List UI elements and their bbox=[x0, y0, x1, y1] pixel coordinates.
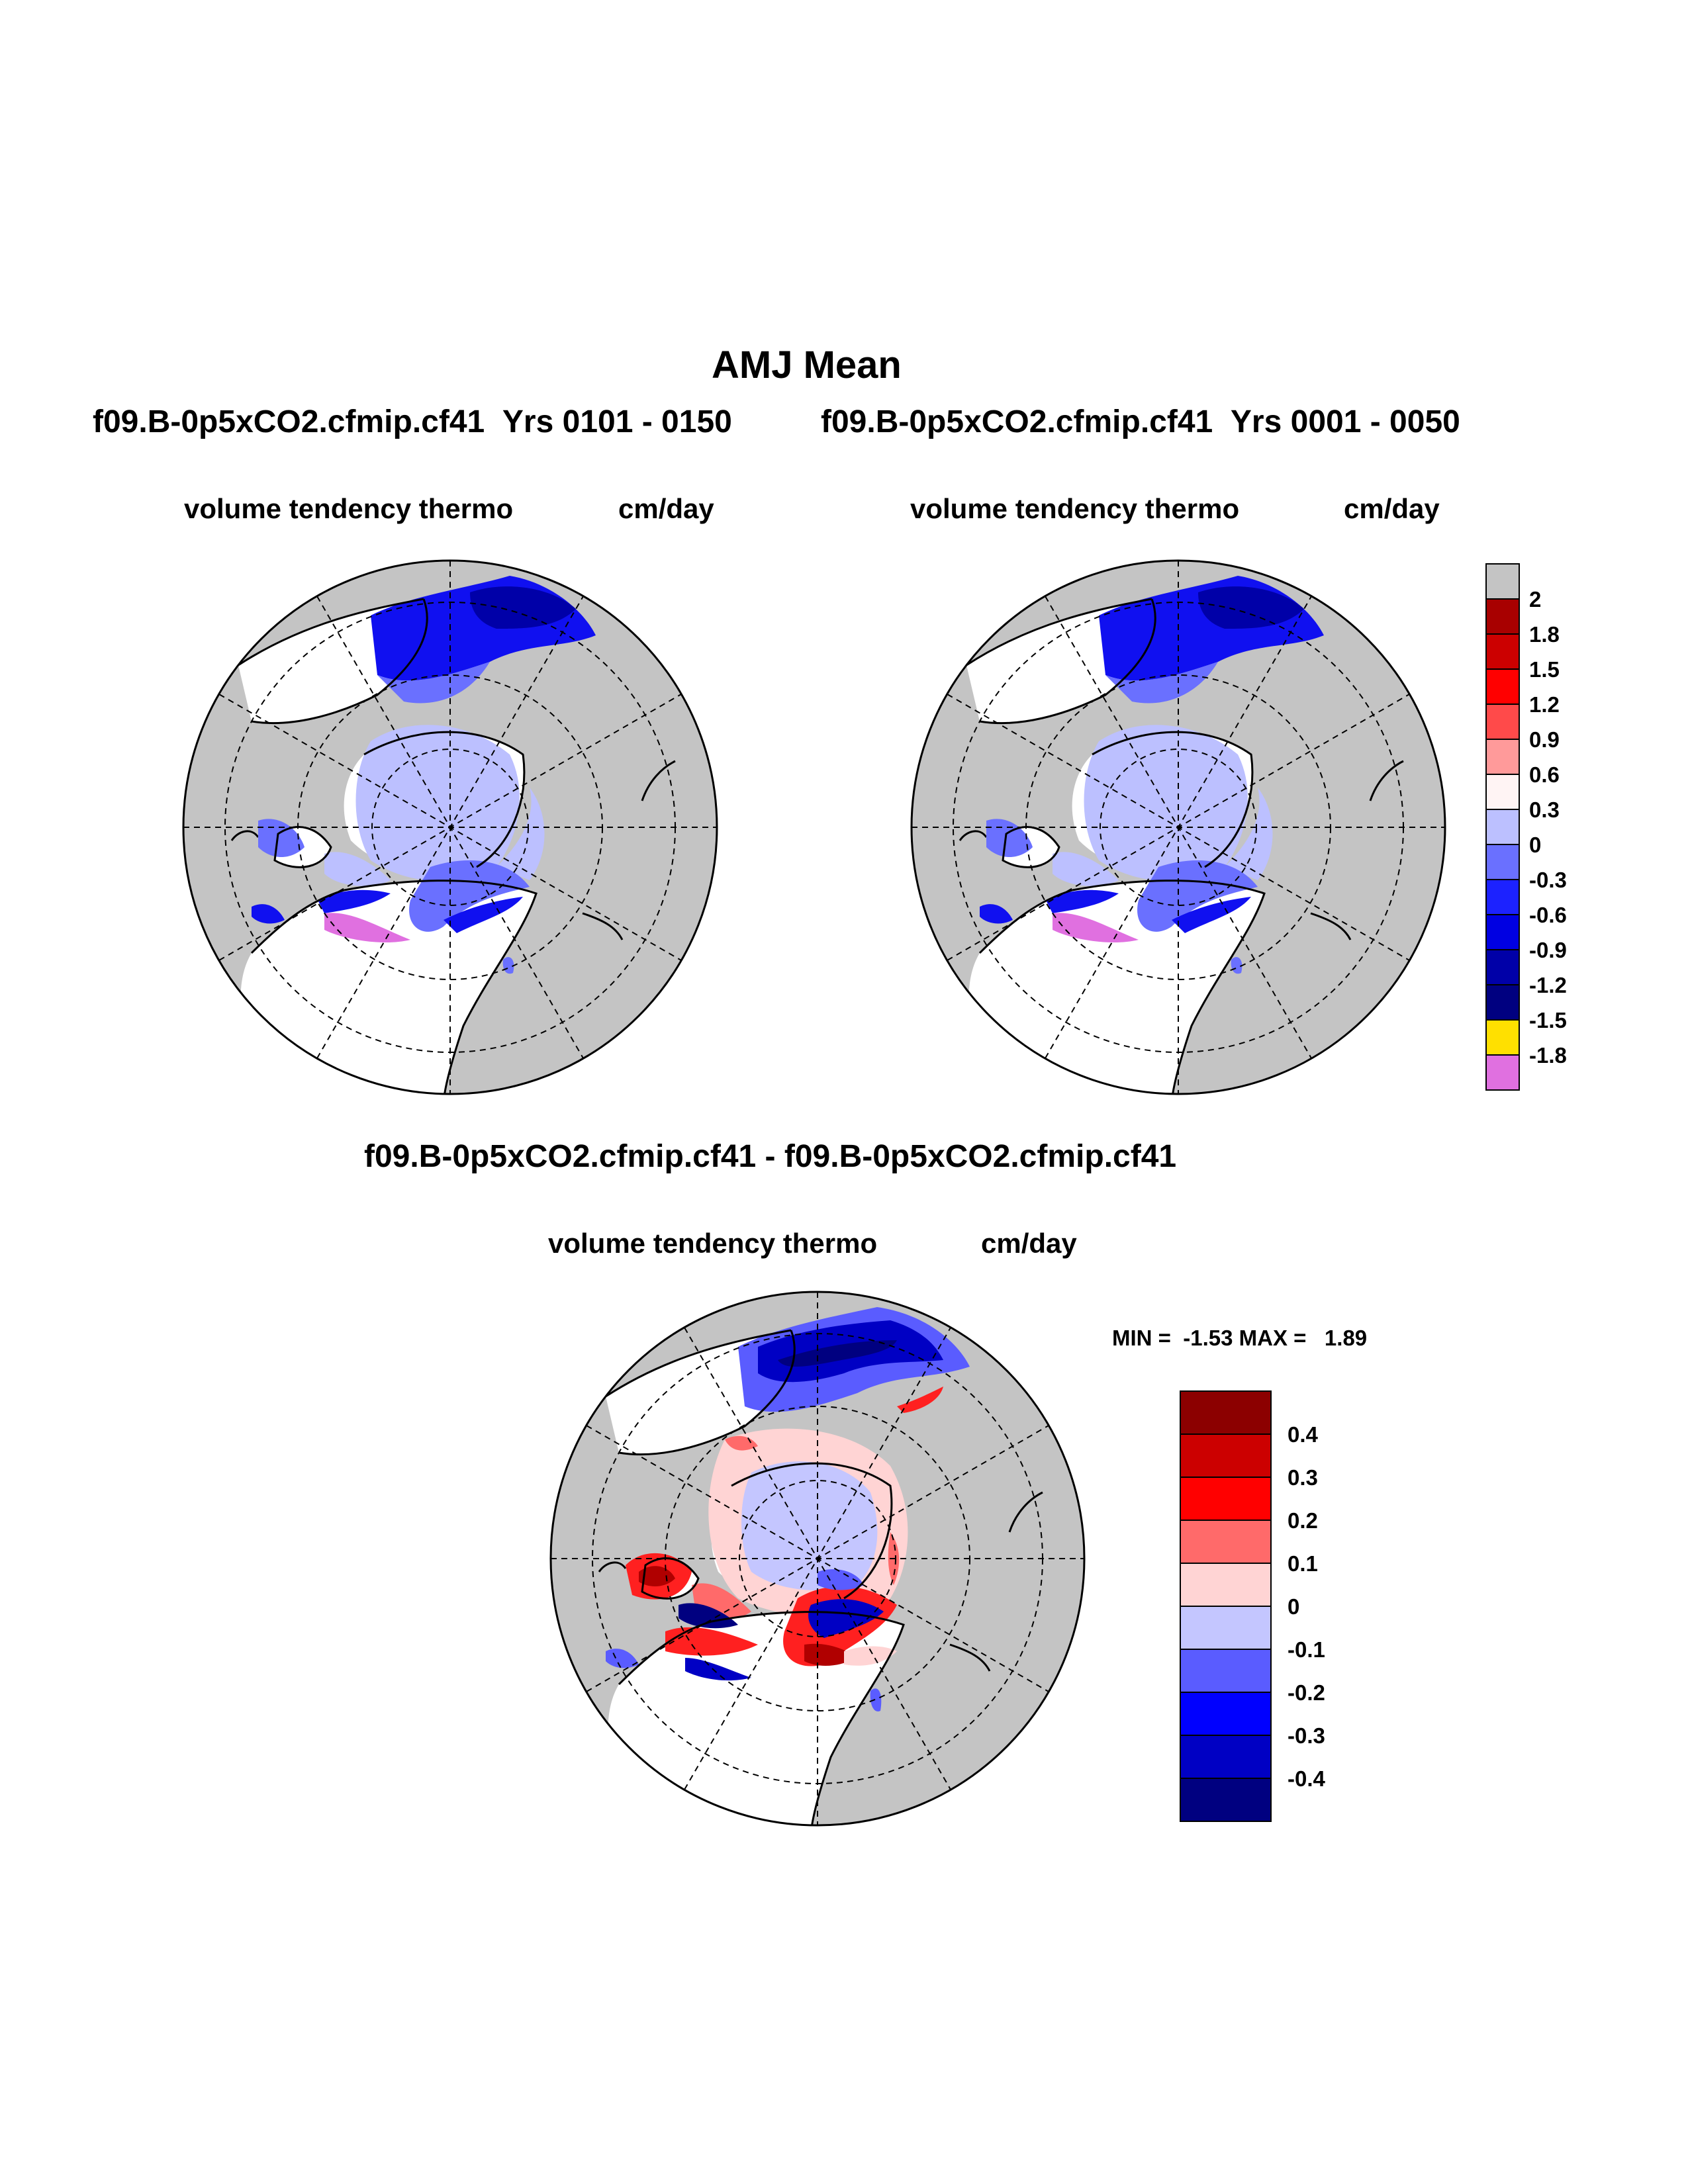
colorbar-top-swatch bbox=[1485, 984, 1520, 1021]
colorbar-top-swatch bbox=[1485, 704, 1520, 740]
colorbar-diff-swatch bbox=[1180, 1520, 1272, 1564]
colorbar-top-swatch bbox=[1485, 844, 1520, 880]
colorbar-top-label: -1.5 bbox=[1529, 1008, 1567, 1032]
colorbar-top-label: 1.2 bbox=[1529, 692, 1560, 717]
colorbar-top-swatch bbox=[1485, 1054, 1520, 1091]
colorbar-diff-label: -0.4 bbox=[1288, 1766, 1326, 1791]
colorbar-top-label: 1.5 bbox=[1529, 657, 1560, 682]
right-panel-variable: volume tendency thermo bbox=[910, 493, 1240, 524]
colorbar-top-swatch bbox=[1485, 879, 1520, 915]
diff-min-max: MIN = -1.53 MAX = 1.89 bbox=[1112, 1326, 1368, 1350]
colorbar-top-swatch bbox=[1485, 668, 1520, 705]
colorbar-top-swatch bbox=[1485, 949, 1520, 985]
diff-panel-units: cm/day bbox=[981, 1228, 1077, 1259]
colorbar-top-label: 2 bbox=[1529, 587, 1541, 612]
colorbar-top-label: -1.8 bbox=[1529, 1043, 1567, 1068]
case-b-title: f09.B-0p5xCO2.cfmip.cf41 Yrs 0001 - 0050 bbox=[821, 404, 1460, 440]
colorbar-top-label: 0.3 bbox=[1529, 797, 1560, 822]
colorbar-diff-swatch bbox=[1180, 1606, 1272, 1650]
colorbar-top-swatch bbox=[1485, 563, 1520, 600]
colorbar-top-label: 0.9 bbox=[1529, 727, 1560, 752]
colorbar-diff-label: 0.3 bbox=[1288, 1465, 1318, 1490]
colorbar-top-label: -0.6 bbox=[1529, 903, 1567, 927]
colorbar-top-swatch bbox=[1485, 914, 1520, 950]
colorbar-top-swatch bbox=[1485, 809, 1520, 845]
colorbar-diff-swatch bbox=[1180, 1649, 1272, 1693]
colorbar-diff-swatch bbox=[1180, 1735, 1272, 1779]
colorbar-diff-label: 0.1 bbox=[1288, 1551, 1318, 1576]
colorbar-diff-swatch bbox=[1180, 1563, 1272, 1607]
case-a-years: Yrs 0101 - 0150 bbox=[502, 404, 732, 439]
colorbar-diff-swatch bbox=[1180, 1778, 1272, 1822]
map-panel-right bbox=[910, 559, 1446, 1095]
colorbar-top-swatch bbox=[1485, 774, 1520, 810]
case-b-years: Yrs 0001 - 0050 bbox=[1230, 404, 1460, 439]
colorbar-diff-swatch bbox=[1180, 1433, 1272, 1478]
colorbar-diff-swatch bbox=[1180, 1390, 1272, 1435]
colorbar-top-label: 0 bbox=[1529, 833, 1541, 857]
page-title: AMJ Mean bbox=[712, 343, 902, 387]
colorbar-diff-label: 0.4 bbox=[1288, 1422, 1319, 1447]
colorbar-diff-label: 0.2 bbox=[1288, 1508, 1318, 1533]
colorbar-top-label: -1.2 bbox=[1529, 973, 1567, 997]
colorbar-difference: 0.4 0.3 0.2 0.1 0 -0.1 -0.2 -0.3 -0.4 bbox=[1180, 1390, 1326, 1822]
diff-panel-variable: volume tendency thermo bbox=[548, 1228, 878, 1259]
colorbar-diff-swatch bbox=[1180, 1692, 1272, 1736]
colorbar-top-label: 0.6 bbox=[1529, 762, 1560, 787]
left-panel-units: cm/day bbox=[618, 493, 714, 524]
colorbar-top-label: -0.9 bbox=[1529, 938, 1567, 962]
case-b-name: f09.B-0p5xCO2.cfmip.cf41 bbox=[821, 404, 1213, 439]
colorbar-diff-label: -0.2 bbox=[1288, 1680, 1325, 1705]
diff-panel-title: f09.B-0p5xCO2.cfmip.cf41 - f09.B-0p5xCO2… bbox=[364, 1139, 1177, 1174]
case-a-name: f09.B-0p5xCO2.cfmip.cf41 bbox=[93, 404, 485, 439]
colorbar-top-swatch bbox=[1485, 598, 1520, 635]
colorbar-top-swatch bbox=[1485, 633, 1520, 670]
right-panel-units: cm/day bbox=[1344, 493, 1440, 524]
case-a-title: f09.B-0p5xCO2.cfmip.cf41 Yrs 0101 - 0150 bbox=[93, 404, 732, 440]
colorbar-top-swatch bbox=[1485, 739, 1520, 775]
colorbar-top-swatch bbox=[1485, 1019, 1520, 1056]
colorbar-diff-label: -0.3 bbox=[1288, 1723, 1325, 1748]
map-panel-difference bbox=[549, 1291, 1086, 1827]
colorbar-top-label: 1.8 bbox=[1529, 622, 1560, 647]
colorbar-top-label: -0.3 bbox=[1529, 868, 1567, 892]
map-panel-left bbox=[182, 559, 718, 1095]
colorbar-top: 2 1.8 1.5 1.2 0.9 0.6 0.3 0 -0.3 -0.6 -0.9 -1.2 -1.5… bbox=[1485, 563, 1567, 1091]
colorbar-diff-swatch bbox=[1180, 1477, 1272, 1521]
left-panel-variable: volume tendency thermo bbox=[184, 493, 514, 524]
colorbar-diff-label: -0.1 bbox=[1288, 1637, 1325, 1662]
colorbar-diff-label: 0 bbox=[1288, 1594, 1299, 1619]
